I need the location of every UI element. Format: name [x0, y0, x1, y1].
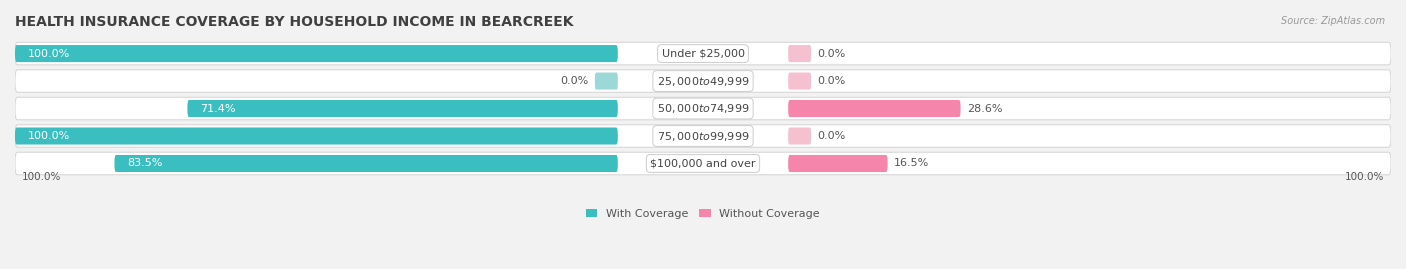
Text: 100.0%: 100.0% [1346, 172, 1385, 182]
Text: $75,000 to $99,999: $75,000 to $99,999 [657, 129, 749, 143]
Text: 0.0%: 0.0% [818, 131, 846, 141]
FancyBboxPatch shape [789, 155, 887, 172]
Text: 0.0%: 0.0% [818, 76, 846, 86]
Text: 28.6%: 28.6% [967, 104, 1002, 114]
Text: 100.0%: 100.0% [28, 131, 70, 141]
Text: $50,000 to $74,999: $50,000 to $74,999 [657, 102, 749, 115]
FancyBboxPatch shape [15, 128, 617, 144]
FancyBboxPatch shape [15, 45, 617, 62]
Text: 83.5%: 83.5% [128, 158, 163, 168]
FancyBboxPatch shape [789, 128, 811, 144]
Text: HEALTH INSURANCE COVERAGE BY HOUSEHOLD INCOME IN BEARCREEK: HEALTH INSURANCE COVERAGE BY HOUSEHOLD I… [15, 15, 574, 29]
FancyBboxPatch shape [15, 70, 1391, 92]
Text: 100.0%: 100.0% [28, 49, 70, 59]
Text: 100.0%: 100.0% [21, 172, 60, 182]
Text: $25,000 to $49,999: $25,000 to $49,999 [657, 75, 749, 87]
FancyBboxPatch shape [789, 45, 811, 62]
Text: 16.5%: 16.5% [894, 158, 929, 168]
FancyBboxPatch shape [15, 125, 1391, 147]
FancyBboxPatch shape [789, 100, 960, 117]
FancyBboxPatch shape [114, 155, 617, 172]
Text: Under $25,000: Under $25,000 [661, 49, 745, 59]
FancyBboxPatch shape [789, 73, 811, 90]
FancyBboxPatch shape [595, 73, 617, 90]
Text: $100,000 and over: $100,000 and over [650, 158, 756, 168]
Text: 0.0%: 0.0% [818, 49, 846, 59]
FancyBboxPatch shape [15, 97, 1391, 120]
FancyBboxPatch shape [15, 152, 1391, 175]
Text: Source: ZipAtlas.com: Source: ZipAtlas.com [1281, 16, 1385, 26]
Text: 0.0%: 0.0% [560, 76, 588, 86]
FancyBboxPatch shape [187, 100, 617, 117]
FancyBboxPatch shape [15, 42, 1391, 65]
Legend: With Coverage, Without Coverage: With Coverage, Without Coverage [586, 209, 820, 219]
Text: 71.4%: 71.4% [201, 104, 236, 114]
